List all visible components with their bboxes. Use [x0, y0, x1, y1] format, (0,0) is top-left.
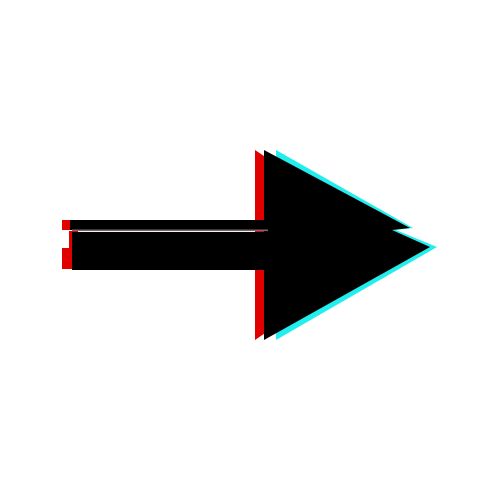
black-arrow-head: [264, 150, 430, 340]
black-shaft-lower-segment: [72, 232, 270, 270]
glitch-scanline: [72, 229, 268, 232]
black-shaft-top-segment: [70, 220, 270, 230]
black-arrow-layer: [70, 150, 430, 340]
